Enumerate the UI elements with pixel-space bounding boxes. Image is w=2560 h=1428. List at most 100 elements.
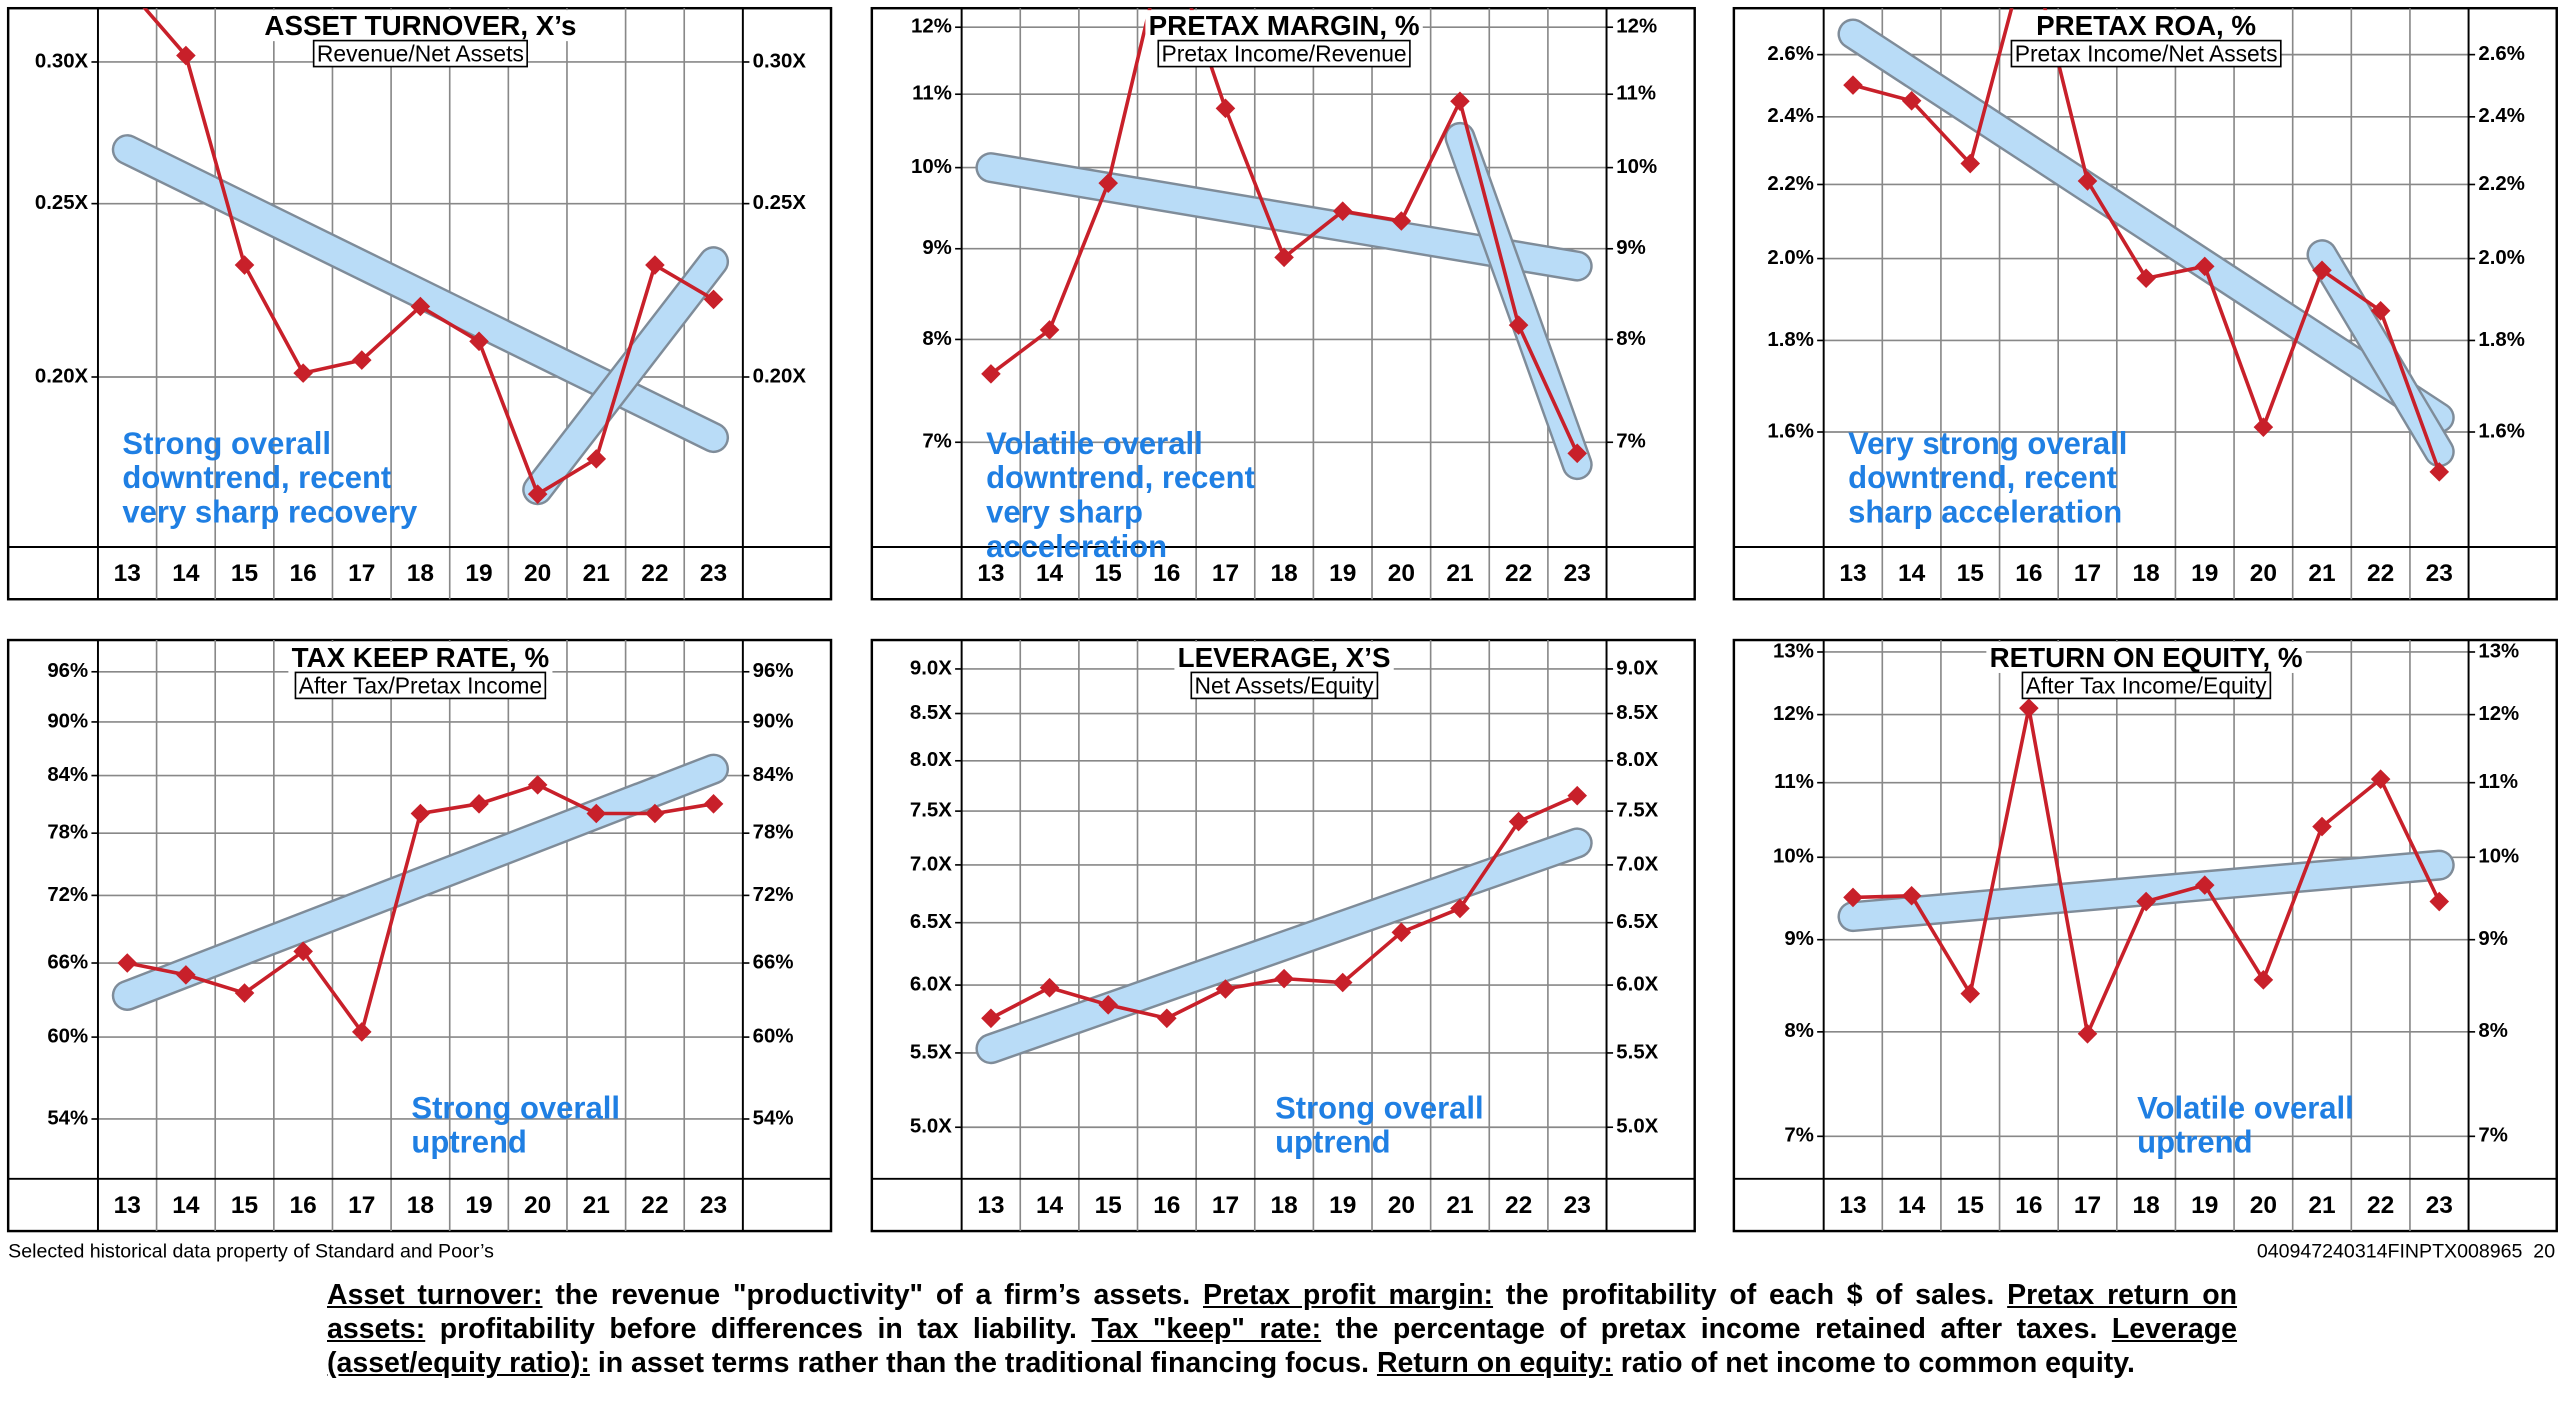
y2-tick-label: 0.20X: [753, 365, 807, 387]
subtitle-box: [312, 39, 528, 68]
y-tick-label: 2.6%: [1767, 43, 1813, 65]
x-tick-label: 13: [114, 560, 141, 587]
x-tick-label: 22: [2367, 1192, 2394, 1219]
glossary-term: Pretax profit margin:: [1203, 1279, 1494, 1311]
chart-subtitle: After Tax/Pretax Income: [299, 672, 542, 698]
x-tick-label: 23: [1564, 560, 1591, 587]
panel: 5.0X 5.0X 5.5X 5.5X 6.0X 6.0X 6.5X 6.5X 7.0X 7.0X…: [870, 638, 1696, 1233]
data-point: [1332, 201, 1353, 221]
subtitle-box: [1157, 39, 1411, 68]
y-tick-label: 0.20X: [35, 365, 89, 387]
data-point: [1843, 887, 1863, 908]
data-point: [2194, 875, 2215, 895]
y2-tick-label: 0.30X: [753, 50, 807, 72]
annotation: Strong overall: [411, 1090, 620, 1125]
x-tick-label: 17: [1212, 560, 1239, 587]
annotation: Volatile overall: [986, 426, 1203, 461]
glossary-term: Tax "keep" rate:: [1091, 1313, 1322, 1345]
chart-subtitle: Revenue/Net Assets: [317, 41, 524, 67]
trend-line: [977, 154, 1591, 280]
x-tick-label: 20: [524, 1192, 551, 1219]
y-tick-label: 9%: [922, 237, 951, 259]
y-tick-label: 6.0X: [910, 973, 952, 995]
x-tick-label: 18: [407, 560, 434, 587]
y-tick-label: 6.5X: [910, 911, 952, 933]
document-code: 040947240314FINPTX008965 20: [2257, 1240, 2555, 1262]
chart-title: RETURN ON EQUITY, %: [1990, 642, 2303, 673]
x-tick-label: 21: [583, 560, 610, 587]
x-tick-label: 18: [407, 1192, 434, 1219]
chart-subtitle: Pretax Income/Revenue: [1162, 41, 1407, 67]
annotation: downtrend, recent: [122, 460, 391, 495]
x-tick-label: 17: [348, 560, 375, 587]
x-tick-label: 23: [2426, 560, 2453, 587]
x-tick-label: 16: [1153, 1192, 1180, 1219]
x-tick-label: 23: [700, 560, 727, 587]
x-tick-label: 21: [2308, 560, 2335, 587]
y2-tick-label: 7%: [1616, 431, 1645, 453]
y-tick-label: 1.8%: [1767, 329, 1813, 351]
y-tick-label: 11%: [912, 83, 952, 105]
y-tick-label: 2.2%: [1767, 173, 1813, 195]
annotation: uptrend: [2137, 1125, 2252, 1160]
y-tick-label: 5.5X: [910, 1041, 952, 1063]
subtitle-box: [1190, 671, 1379, 700]
chart-title: PRETAX MARGIN, %: [1149, 10, 1420, 41]
title-bg: [1145, 10, 1423, 42]
y-tick-label: 2.4%: [1767, 105, 1813, 127]
x-tick-label: 15: [231, 1192, 258, 1219]
y2-tick-label: 7%: [2478, 1125, 2507, 1147]
x-tick-label: 21: [1446, 1192, 1473, 1219]
data-point: [1332, 972, 1353, 993]
y2-tick-label: 78%: [753, 822, 794, 844]
y-tick-label: 12%: [1773, 703, 1814, 725]
glossary-term: Asset turnover:: [327, 1279, 543, 1311]
x-tick-label: 15: [1095, 1192, 1122, 1219]
y-tick-label: 78%: [47, 822, 88, 844]
y2-tick-label: 6.5X: [1616, 911, 1658, 933]
y2-tick-label: 72%: [753, 884, 794, 906]
y-tick-label: 0.30X: [35, 50, 89, 72]
data-point: [1098, 995, 1118, 1015]
panel: 7% 7% 8% 8% 9% 9% 10% 10% 11% 11% 12% 12% 13% 13% Vola…: [1732, 638, 2558, 1233]
y2-tick-label: 2.2%: [2478, 173, 2524, 195]
data-point: [1960, 153, 1981, 174]
x-tick-label: 17: [2074, 1192, 2101, 1219]
data-point: [2253, 417, 2274, 437]
y2-tick-label: 1.6%: [2478, 420, 2524, 442]
y-tick-label: 10%: [911, 156, 952, 178]
title-bg: [261, 10, 580, 42]
panel-frame: [870, 6, 1696, 601]
x-tick-label: 18: [2133, 1192, 2160, 1219]
glossary: Asset turnover: the revenue "productivit…: [327, 1278, 2237, 1380]
y2-tick-label: 84%: [753, 764, 794, 786]
y2-tick-label: 1.8%: [2478, 329, 2524, 351]
annotation: very sharp: [986, 495, 1143, 530]
glossary-text: the percentage of pretax income retained…: [1335, 1313, 2098, 1345]
y-tick-label: 84%: [47, 764, 88, 786]
y-tick-label: 7.5X: [910, 799, 952, 821]
annotation: downtrend, recent: [1848, 460, 2117, 495]
y-tick-label: 7%: [1784, 1125, 1813, 1147]
panel-frame: [6, 638, 833, 1233]
x-tick-label: 16: [2015, 560, 2042, 587]
data-point: [645, 803, 665, 824]
x-tick-label: 14: [1898, 1192, 1926, 1219]
x-tick-label: 14: [1898, 560, 1926, 587]
y2-tick-label: 96%: [753, 660, 794, 682]
y-tick-label: 8.0X: [910, 749, 952, 771]
y2-tick-label: 5.0X: [1616, 1116, 1658, 1138]
x-tick-label: 21: [583, 1192, 610, 1219]
y-tick-label: 7.0X: [910, 853, 952, 875]
y2-tick-label: 12%: [2478, 703, 2519, 725]
x-tick-label: 13: [114, 1192, 141, 1219]
plot-area: [975, 8, 1593, 481]
data-point: [469, 331, 489, 352]
glossary-text: in asset terms rather than the tradition…: [597, 1347, 1370, 1379]
x-tick-label: 15: [1095, 560, 1122, 587]
x-tick-label: 13: [977, 1192, 1004, 1219]
y-tick-label: 12%: [911, 16, 952, 38]
panel-frame: [1732, 6, 2558, 601]
trend-line: [1839, 20, 2453, 431]
data-point: [981, 1008, 1001, 1029]
